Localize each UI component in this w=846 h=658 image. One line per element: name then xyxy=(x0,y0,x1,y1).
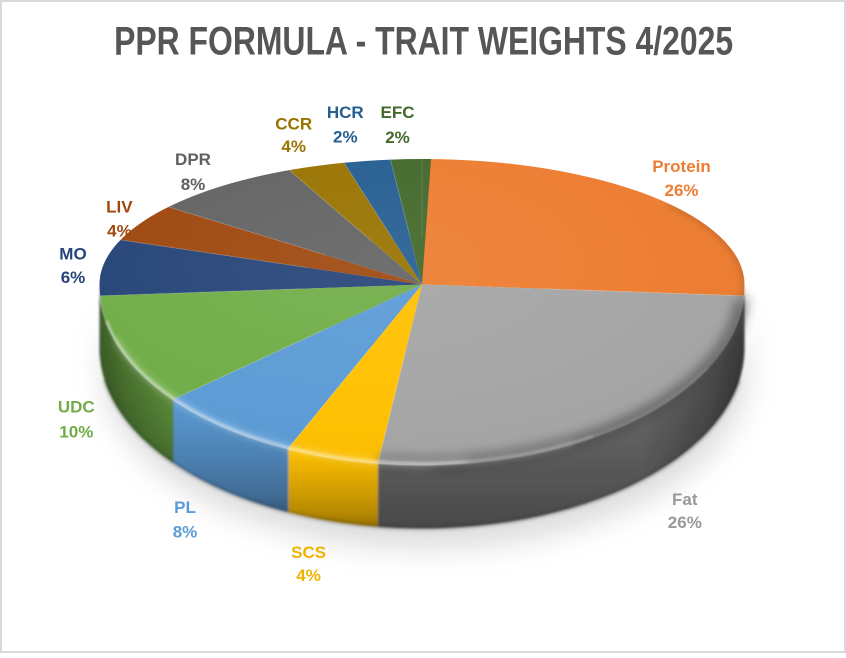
svg-text:PPR FORMULA - TRAIT WEIGHTS 4/: PPR FORMULA - TRAIT WEIGHTS 4/2025 xyxy=(114,20,733,64)
